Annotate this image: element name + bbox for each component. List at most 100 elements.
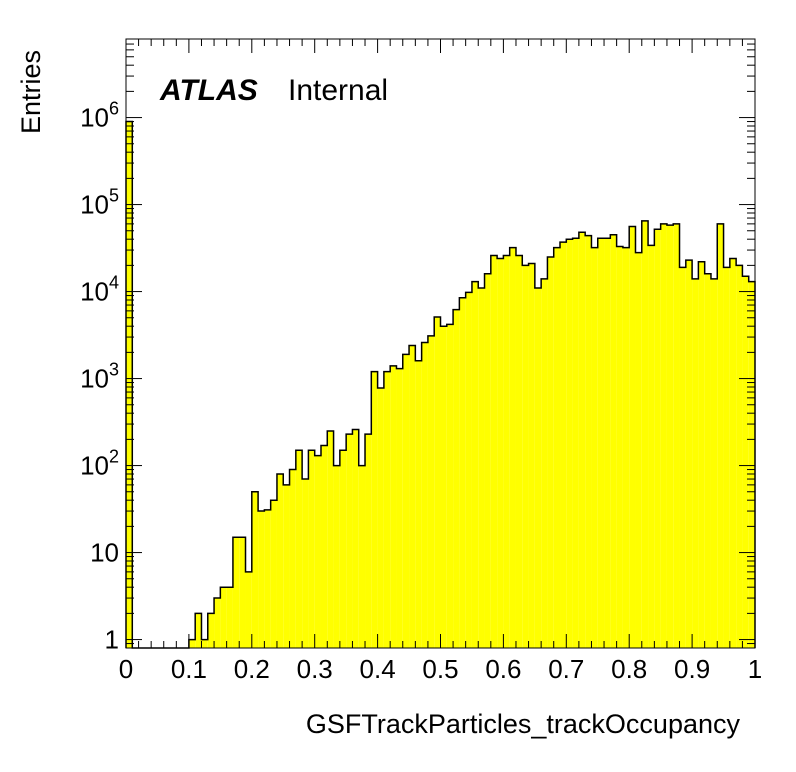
histogram-bar — [220, 587, 227, 648]
histogram-bar — [503, 255, 510, 649]
histogram-bar — [270, 500, 277, 648]
histogram-bar — [515, 255, 523, 649]
histogram-bar — [685, 260, 693, 648]
histogram-bar — [566, 239, 573, 648]
histogram-bar — [239, 537, 246, 648]
histogram-bar — [541, 278, 548, 648]
histogram-bar — [528, 263, 535, 648]
histogram-bar — [377, 387, 384, 648]
histogram-bar — [302, 479, 309, 648]
x-tick-label: 0.5 — [422, 654, 458, 684]
histogram-bar — [415, 360, 422, 648]
x-tick-label: 0.4 — [360, 654, 396, 684]
histogram-bar — [371, 371, 378, 648]
histogram-bar — [365, 434, 372, 648]
atlas-label: ATLAS — [159, 74, 258, 107]
histogram-bar — [622, 247, 630, 648]
status-label: Internal — [288, 74, 388, 107]
histogram-bar — [383, 371, 391, 648]
x-tick-label: 0.2 — [234, 654, 270, 684]
histogram-bar — [333, 465, 340, 648]
x-axis-ticks — [125, 39, 756, 648]
histogram-bar — [226, 587, 233, 648]
histogram-bar — [258, 511, 265, 648]
histogram-bar — [314, 455, 321, 648]
histogram-bar — [729, 258, 737, 648]
y-tick-label: 104 — [80, 273, 119, 307]
histogram-bar — [427, 335, 435, 648]
histogram-bar — [736, 265, 743, 648]
histogram-bar — [490, 255, 498, 649]
histogram-bar — [484, 273, 491, 648]
x-tick-label: 0.3 — [297, 654, 333, 684]
histogram-bar — [673, 223, 680, 648]
y-tick-label: 105 — [80, 186, 119, 220]
x-tick-label: 0.8 — [611, 654, 647, 684]
histogram-bar — [453, 309, 460, 648]
histogram-bar — [327, 430, 334, 648]
histogram-bar — [396, 368, 403, 648]
histogram-bar — [421, 342, 428, 648]
histogram-bar — [560, 242, 567, 648]
histogram-bar — [648, 245, 655, 648]
histogram-bar — [742, 276, 749, 648]
histogram-outline — [125, 120, 756, 649]
histogram-bar — [289, 469, 296, 648]
histogram-bar — [629, 226, 636, 648]
histogram-bar — [440, 326, 447, 648]
histogram-bar — [276, 474, 284, 648]
histogram-bar — [232, 537, 240, 648]
histogram-bar — [710, 278, 718, 648]
histogram-bar — [283, 484, 290, 648]
histogram-bar — [188, 639, 196, 648]
histogram-bar — [679, 267, 686, 648]
y-tick-labels: 1 10 102 103 104 105 106 — [80, 99, 119, 655]
histogram-bar — [509, 247, 516, 648]
histogram-bar — [572, 238, 579, 648]
x-tick-label: 0.7 — [548, 654, 584, 684]
histogram-bar — [591, 247, 598, 648]
histogram-bar — [534, 287, 542, 648]
x-tick-label: 0.9 — [674, 654, 710, 684]
histogram-bar — [201, 639, 208, 648]
histogram-bar — [692, 278, 699, 648]
histogram-bar — [604, 238, 611, 648]
histogram-bar — [635, 252, 642, 648]
x-axis-label: GSFTrackParticles_trackOccupancy — [306, 709, 741, 739]
histogram-bar — [352, 429, 359, 648]
histogram-bar — [748, 281, 755, 648]
histogram-bar — [610, 234, 617, 649]
histogram-bar — [704, 273, 711, 648]
histogram-bar — [251, 491, 259, 648]
histogram-bar — [654, 229, 661, 648]
histogram-bar — [698, 261, 705, 648]
histogram-bar — [409, 345, 416, 648]
histogram-bar — [358, 465, 366, 648]
histogram-bar — [641, 220, 649, 648]
histogram-bar — [547, 256, 554, 648]
histogram-bar — [616, 246, 623, 648]
histogram-bar — [522, 265, 529, 648]
histogram-bar — [264, 509, 271, 648]
histogram-bar — [497, 258, 504, 648]
histogram-bar — [585, 235, 592, 648]
histogram-bar — [320, 445, 328, 648]
y-tick-label: 1 — [105, 625, 119, 655]
x-tick-label: 0.1 — [171, 654, 207, 684]
histogram-bar — [597, 238, 605, 648]
histogram-bar — [126, 121, 133, 648]
y-tick-label: 102 — [80, 447, 119, 481]
histogram-bar — [346, 434, 353, 648]
histogram-bar — [245, 571, 252, 648]
y-axis-label: Entries — [16, 50, 46, 134]
y-axis-ticks — [126, 38, 755, 649]
histogram-bar — [214, 598, 221, 648]
histogram-bar — [446, 324, 454, 648]
histogram-bar — [666, 225, 674, 649]
x-tick-labels: 0 0.1 0.2 0.3 0.4 0.5 0.6 0.7 0.8 0.9 1 — [119, 654, 762, 684]
histogram-bar — [578, 232, 586, 648]
histogram-bar — [717, 223, 724, 648]
y-tick-label: 10 — [90, 538, 119, 568]
histogram-bar — [660, 223, 667, 648]
